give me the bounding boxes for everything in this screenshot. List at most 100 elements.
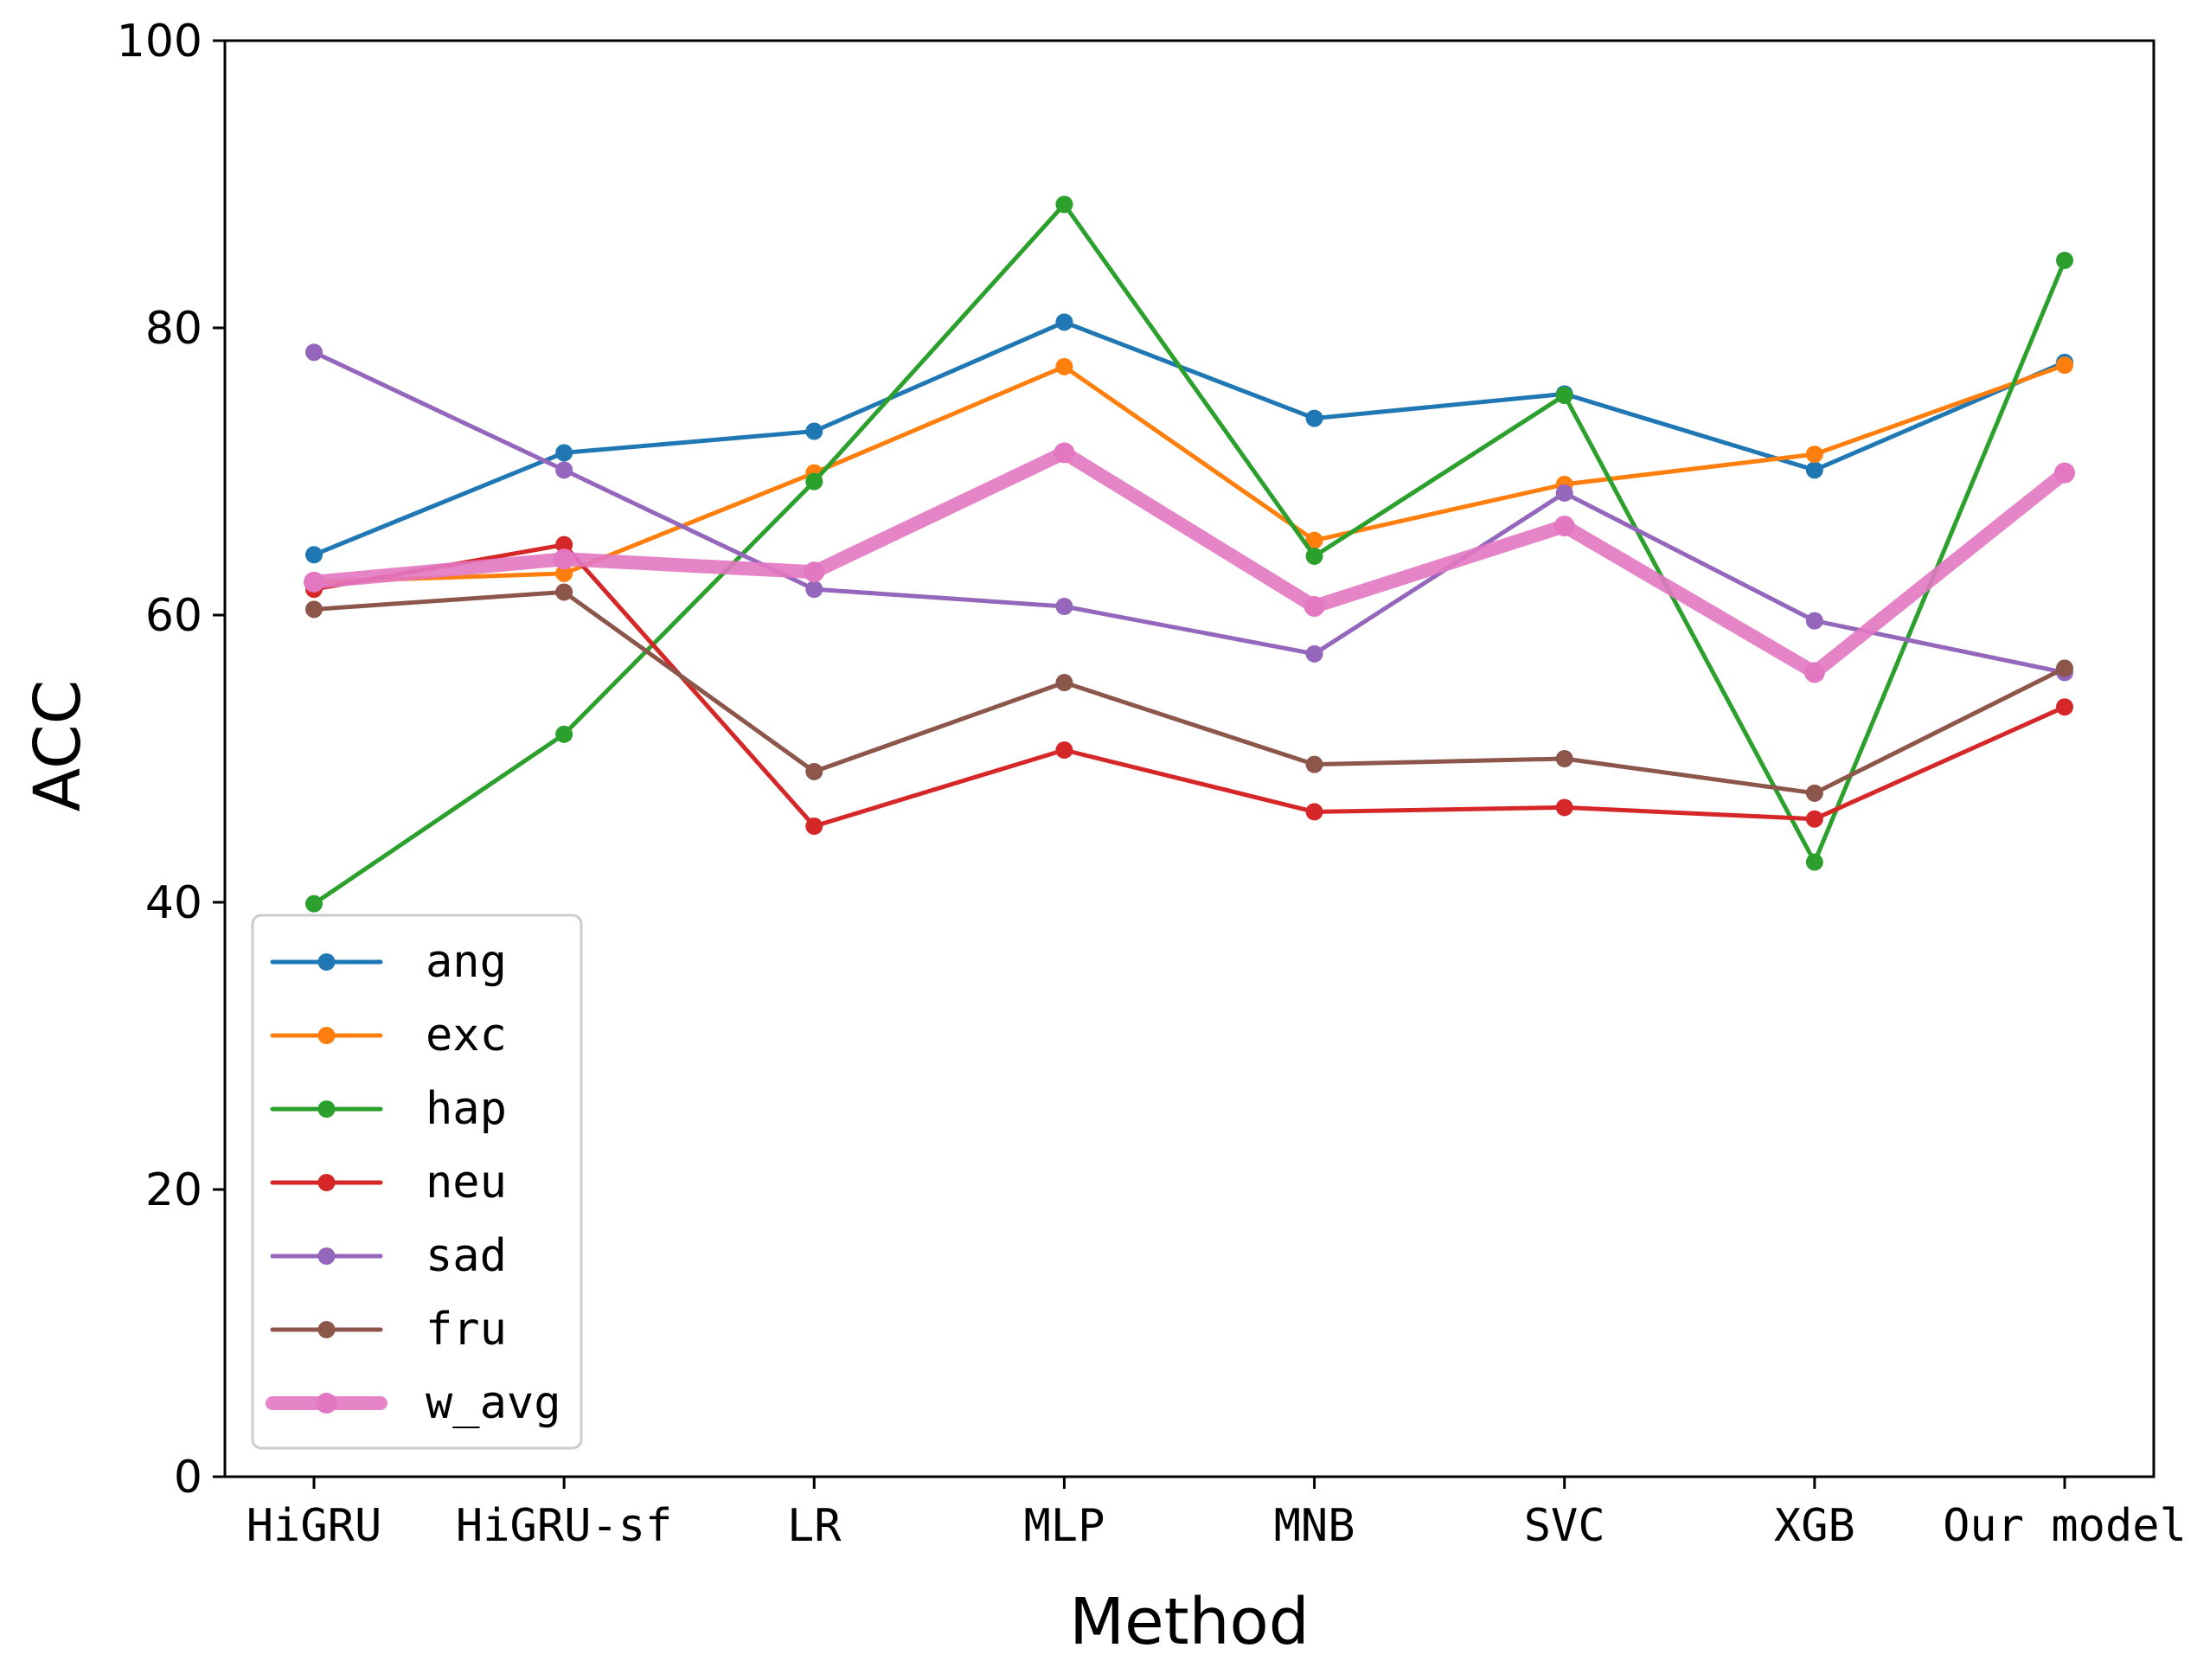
data-point-fru	[1805, 784, 1823, 802]
legend-entry-hap: hap	[270, 1083, 507, 1135]
data-point-fru	[1305, 755, 1323, 773]
data-point-neu	[2056, 698, 2073, 716]
y-tick-label: 100	[117, 16, 202, 67]
data-point-hap	[805, 472, 823, 491]
data-point-neu	[1055, 741, 1073, 760]
data-point-ang	[555, 444, 573, 462]
data-point-w_avg	[1803, 662, 1825, 683]
y-tick-label: 60	[145, 590, 202, 642]
y-tick-label: 20	[145, 1164, 202, 1216]
data-point-neu	[1555, 798, 1573, 817]
data-point-fru	[305, 600, 323, 619]
data-point-hap	[2056, 251, 2073, 269]
data-point-fru	[1055, 674, 1073, 692]
legend-label-neu: neu	[426, 1157, 507, 1209]
data-point-neu	[1805, 810, 1823, 828]
data-point-w_avg	[1553, 516, 1575, 537]
legend-frame	[251, 914, 583, 1450]
y-axis-title: ACC	[21, 680, 95, 812]
legend: ang exc hap neu sad fru w_avg	[251, 914, 583, 1450]
data-point-exc	[1305, 531, 1323, 549]
data-point-sad	[1055, 598, 1073, 616]
data-point-w_avg	[804, 561, 825, 583]
legend-marker-hap	[317, 1100, 336, 1118]
data-point-exc	[2056, 356, 2073, 375]
x-tick-label: XGB	[1774, 1500, 1855, 1552]
data-point-sad	[1305, 644, 1323, 663]
data-point-exc	[1055, 357, 1073, 375]
data-point-neu	[1305, 803, 1323, 821]
y-tick-label: 0	[174, 1452, 202, 1504]
data-point-ang	[805, 422, 823, 440]
series-line-fru	[311, 589, 2067, 796]
legend-label-sad: sad	[426, 1230, 507, 1282]
legend-marker-neu	[317, 1174, 336, 1191]
data-point-exc	[555, 564, 573, 582]
x-tick-label: HiGRU-sf	[456, 1500, 672, 1552]
series-w_avg	[304, 442, 2075, 683]
series-hap	[305, 196, 2073, 913]
data-point-ang	[305, 546, 323, 564]
data-point-w_avg	[304, 571, 324, 593]
legend-entry-ang: ang	[270, 936, 507, 988]
series-line-hap	[311, 202, 2067, 907]
x-axis: HiGRU HiGRU-sf LR MLP MNB SVC XGB Our model	[247, 1477, 2187, 1552]
data-point-sad	[305, 343, 323, 362]
x-tick-label: LR	[787, 1500, 842, 1552]
data-point-ang	[1305, 409, 1323, 427]
x-tick-label: MLP	[1023, 1500, 1105, 1552]
legend-marker-ang	[317, 953, 336, 971]
data-point-neu	[555, 535, 573, 554]
data-point-ang	[1055, 313, 1073, 331]
data-point-w_avg	[1303, 596, 1325, 618]
data-point-neu	[805, 818, 823, 836]
data-point-w_avg	[554, 548, 575, 570]
plot-frame	[223, 39, 2155, 1478]
data-point-sad	[1805, 612, 1823, 630]
x-tick-label: SVC	[1524, 1500, 1605, 1552]
data-point-hap	[305, 895, 323, 913]
data-point-fru	[805, 762, 823, 780]
data-point-sad	[555, 461, 573, 479]
data-point-ang	[1805, 461, 1823, 479]
series-layer	[304, 196, 2075, 913]
legend-label-fru: fru	[426, 1304, 507, 1356]
y-axis: 0 20 40 60 80 100	[117, 16, 225, 1504]
legend-label-ang: ang	[426, 936, 507, 988]
data-point-fru	[555, 583, 573, 601]
data-point-fru	[1555, 750, 1573, 767]
series-sad	[305, 343, 2073, 682]
data-point-sad	[805, 580, 823, 599]
legend-marker-sad	[317, 1247, 336, 1265]
data-point-exc	[1805, 446, 1823, 464]
x-tick-label: MNB	[1274, 1500, 1355, 1552]
x-tick-label: Our model	[1943, 1500, 2187, 1552]
legend-entry-sad: sad	[270, 1230, 507, 1282]
legend-entry-w_avg: w_avg	[266, 1377, 561, 1429]
legend-label-exc: exc	[426, 1010, 507, 1061]
y-tick-label: 40	[145, 877, 202, 929]
legend-marker-exc	[317, 1027, 336, 1044]
data-point-hap	[1555, 387, 1573, 405]
legend-label-hap: hap	[426, 1083, 507, 1135]
legend-entry-fru: fru	[270, 1304, 507, 1356]
legend-entry-exc: exc	[270, 1010, 507, 1061]
data-point-fru	[2056, 659, 2073, 677]
series-fru	[305, 583, 2073, 802]
data-point-sad	[1555, 484, 1573, 502]
x-tick-label: HiGRU	[247, 1500, 382, 1552]
series-line-neu	[311, 542, 2067, 829]
x-axis-title: Method	[1069, 1585, 1310, 1659]
series-line-sad	[311, 349, 2067, 675]
data-point-hap	[555, 725, 573, 743]
data-point-hap	[1305, 547, 1323, 565]
y-tick-label: 80	[145, 303, 202, 355]
data-point-w_avg	[2054, 462, 2075, 484]
legend-marker-fru	[317, 1321, 336, 1338]
data-point-w_avg	[1054, 442, 1075, 464]
series-line-w_avg	[307, 446, 2072, 680]
legend-label-w_avg: w_avg	[426, 1377, 561, 1429]
data-point-hap	[1055, 196, 1073, 214]
legend-entry-neu: neu	[270, 1157, 507, 1209]
